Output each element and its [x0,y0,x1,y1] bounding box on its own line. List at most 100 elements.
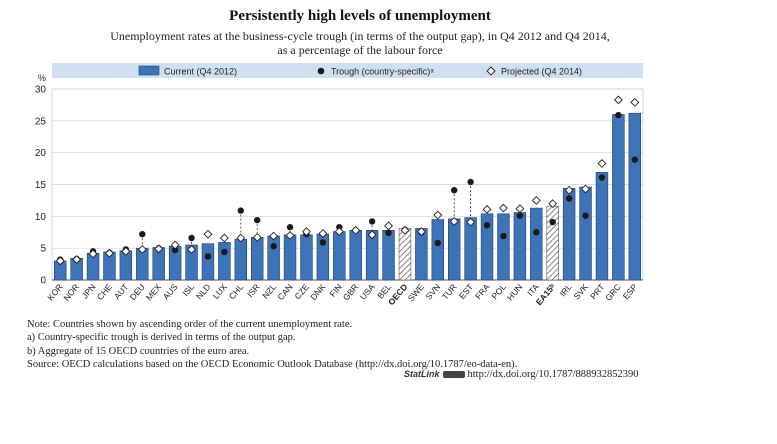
bar-pol [497,213,510,281]
x-tick-label: CAN [275,282,294,302]
projected-marker [384,221,393,231]
projected-marker [154,244,164,254]
projected-marker [466,217,476,227]
bar-hun [513,212,527,281]
projected-marker [302,227,311,237]
x-tick-label: LUX [211,282,230,301]
x-tick-label: ESP [621,282,640,302]
projected-marker [170,240,180,250]
note-source: Source: OECD calculations based on the O… [27,359,518,371]
legend-projected-marker [486,66,496,76]
bar-ita [530,207,543,281]
x-tick-label: GBR [341,282,361,303]
trough-marker [467,178,474,186]
projected-marker [416,227,426,237]
projected-marker [433,210,443,220]
trough-marker [582,212,589,219]
x-tick-label: KOR [45,282,65,303]
trough-marker [451,187,458,194]
trough-marker [336,223,343,231]
x-tick-label: CZE [292,282,311,302]
x-tick-label: GRC [603,282,623,303]
chart-subtitle: Unemployment rates at the business-cycle… [0,29,720,57]
trough-marker [319,239,327,246]
x-tick-label: DEU [128,282,147,302]
x-tick-label: SWE [406,282,426,304]
x-tick-label: PRT [588,282,606,301]
trough-marker [270,243,277,250]
x-tick-label: HUN [505,282,525,303]
trough-marker [516,212,524,219]
bar-oecd [398,228,412,281]
y-tick-label: 15 [35,180,47,191]
bar-swe [415,228,428,281]
projected-marker [137,245,147,254]
bar-irl [562,188,576,281]
note-b: b) Aggregate of 15 OECD countries of the… [27,345,250,357]
bar-fin [333,231,346,281]
trough-marker [500,232,507,240]
statlink-icon [442,371,465,379]
projected-marker [597,159,607,168]
projected-marker [613,95,623,105]
bar-svn [431,219,445,281]
trough-marker [631,156,638,163]
projected-marker [581,184,590,194]
x-tick-label: AUS [161,282,180,302]
trough-marker [188,234,195,242]
trough-marker [171,246,179,254]
bar-nld [201,243,215,281]
x-tick-label: NZL [260,282,278,301]
trough-marker [286,223,294,231]
trough-marker [483,222,491,229]
trough-marker [615,111,622,119]
legend-trough-label: Trough (country-specific)ᵃ [331,67,434,77]
x-tick-label: MEX [144,282,164,303]
bar-chl [234,238,248,281]
trough-marker [565,195,573,202]
x-tick-label: POL [489,282,508,302]
projected-marker [531,195,541,205]
projected-marker [400,225,410,235]
y-tick-label: 25 [35,116,47,127]
projected-marker [269,231,279,241]
bar-est [464,217,477,281]
trough-marker [549,218,556,226]
bar-cze [300,234,313,281]
projected-marker [236,233,246,243]
projected-marker [499,203,508,213]
legend-current-label: Current (Q4 2012) [164,67,237,77]
bar-bel [382,230,395,281]
trough-marker [434,239,441,247]
y-tick-label: 5 [40,244,46,255]
trough-marker [139,230,146,238]
bar-lux [218,242,231,281]
x-tick-label: ISR [245,282,262,299]
projected-marker [72,255,82,265]
x-tick-label: NLD [194,282,213,301]
legend-band [52,63,643,78]
x-tick-label: NOR [61,282,81,303]
trough-marker [254,216,261,224]
projected-marker [105,248,114,258]
y-tick-label: 30 [35,85,47,96]
projected-marker [367,230,377,240]
y-tick-label: 20 [35,148,47,159]
legend-trough-marker [317,67,325,75]
trough-marker [221,248,228,256]
projected-marker [187,245,196,254]
x-tick-label: SVN [423,282,442,302]
projected-marker [55,256,65,266]
projected-marker [482,204,492,214]
trough-marker [368,218,376,225]
bar-isl [185,244,198,281]
projected-marker [318,229,328,238]
x-tick-label: JPN [80,282,98,301]
chart-title: Persistently high levels of unemployment [229,8,491,24]
x-tick-label: CHE [95,282,114,302]
bar-gbr [349,230,362,281]
bar-ea15 [546,205,559,281]
bar-svk [579,186,592,281]
statlink-url[interactable]: http://dx.doi.org/10.1787/888932852390 [467,369,639,380]
trough-marker [237,207,244,214]
